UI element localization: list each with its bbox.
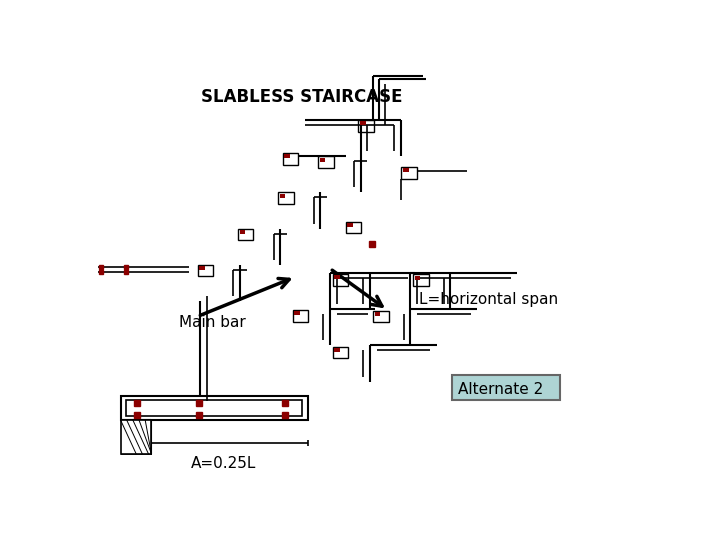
Bar (121, 396, 307, 420)
Text: L=horizontal span: L=horizontal span (419, 292, 558, 307)
Bar (451, 375, 560, 400)
Bar (334, 348, 340, 352)
Bar (403, 168, 408, 172)
Text: Main bar: Main bar (179, 315, 246, 330)
Bar (294, 312, 300, 315)
Bar (238, 228, 253, 240)
Bar (334, 275, 340, 279)
Bar (415, 275, 420, 280)
Bar (199, 266, 204, 270)
Bar (318, 156, 334, 168)
Bar (333, 274, 348, 286)
Bar (413, 274, 428, 286)
Bar (373, 310, 389, 322)
Bar (126, 400, 302, 416)
Bar (401, 167, 417, 179)
Bar (278, 192, 294, 204)
Text: Alternate 2: Alternate 2 (459, 382, 544, 396)
Bar (359, 120, 374, 132)
Bar (333, 347, 348, 359)
Bar (347, 223, 353, 227)
Bar (240, 230, 245, 234)
Bar (292, 310, 308, 322)
Bar (320, 158, 325, 161)
Bar (374, 312, 380, 316)
Bar (279, 194, 285, 198)
Text: SLABLESS STAIRCASE: SLABLESS STAIRCASE (202, 87, 402, 106)
Text: A=0.25L: A=0.25L (192, 456, 256, 471)
Bar (198, 265, 213, 276)
Bar (121, 420, 151, 454)
Bar (284, 154, 289, 158)
Bar (346, 221, 361, 233)
Bar (360, 122, 366, 125)
Bar (282, 153, 298, 165)
